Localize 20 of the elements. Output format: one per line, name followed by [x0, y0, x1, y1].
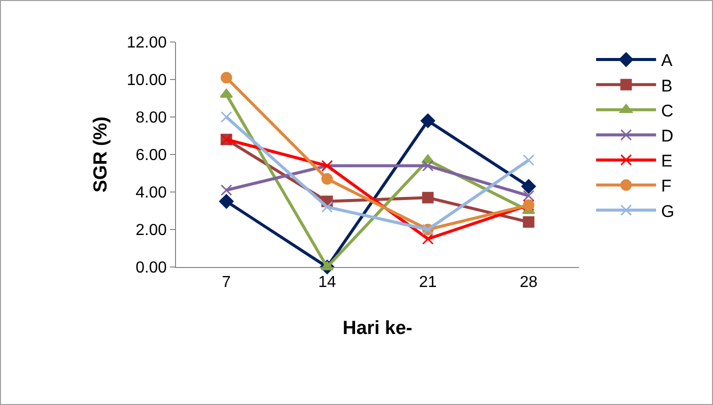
legend-label: A	[661, 51, 674, 70]
y-tick-label: 2.00	[136, 222, 167, 240]
legend-label: C	[661, 101, 674, 120]
x-tick-label: 21	[418, 274, 437, 292]
y-tick-label: 6.00	[136, 147, 167, 164]
legend-label: B	[661, 76, 672, 96]
x-axis-title: Hari ke-	[342, 318, 412, 339]
legend-label: G	[661, 202, 674, 221]
legend-label: D	[661, 126, 674, 146]
x-tick-label: 28	[520, 274, 538, 292]
legend-label: F	[661, 176, 672, 196]
x-tick-label: 14	[318, 274, 336, 292]
y-tick-label: 8.00	[136, 110, 167, 127]
y-tick-label: 0.00	[136, 260, 167, 277]
x-tick-label: 7	[222, 274, 231, 292]
legend-label: E	[661, 152, 672, 171]
y-axis-title: SGR (%)	[90, 116, 112, 192]
y-tick-label: 10.00	[126, 72, 167, 90]
y-tick-label: 12.00	[126, 34, 167, 52]
y-tick-label: 4.00	[136, 184, 167, 202]
